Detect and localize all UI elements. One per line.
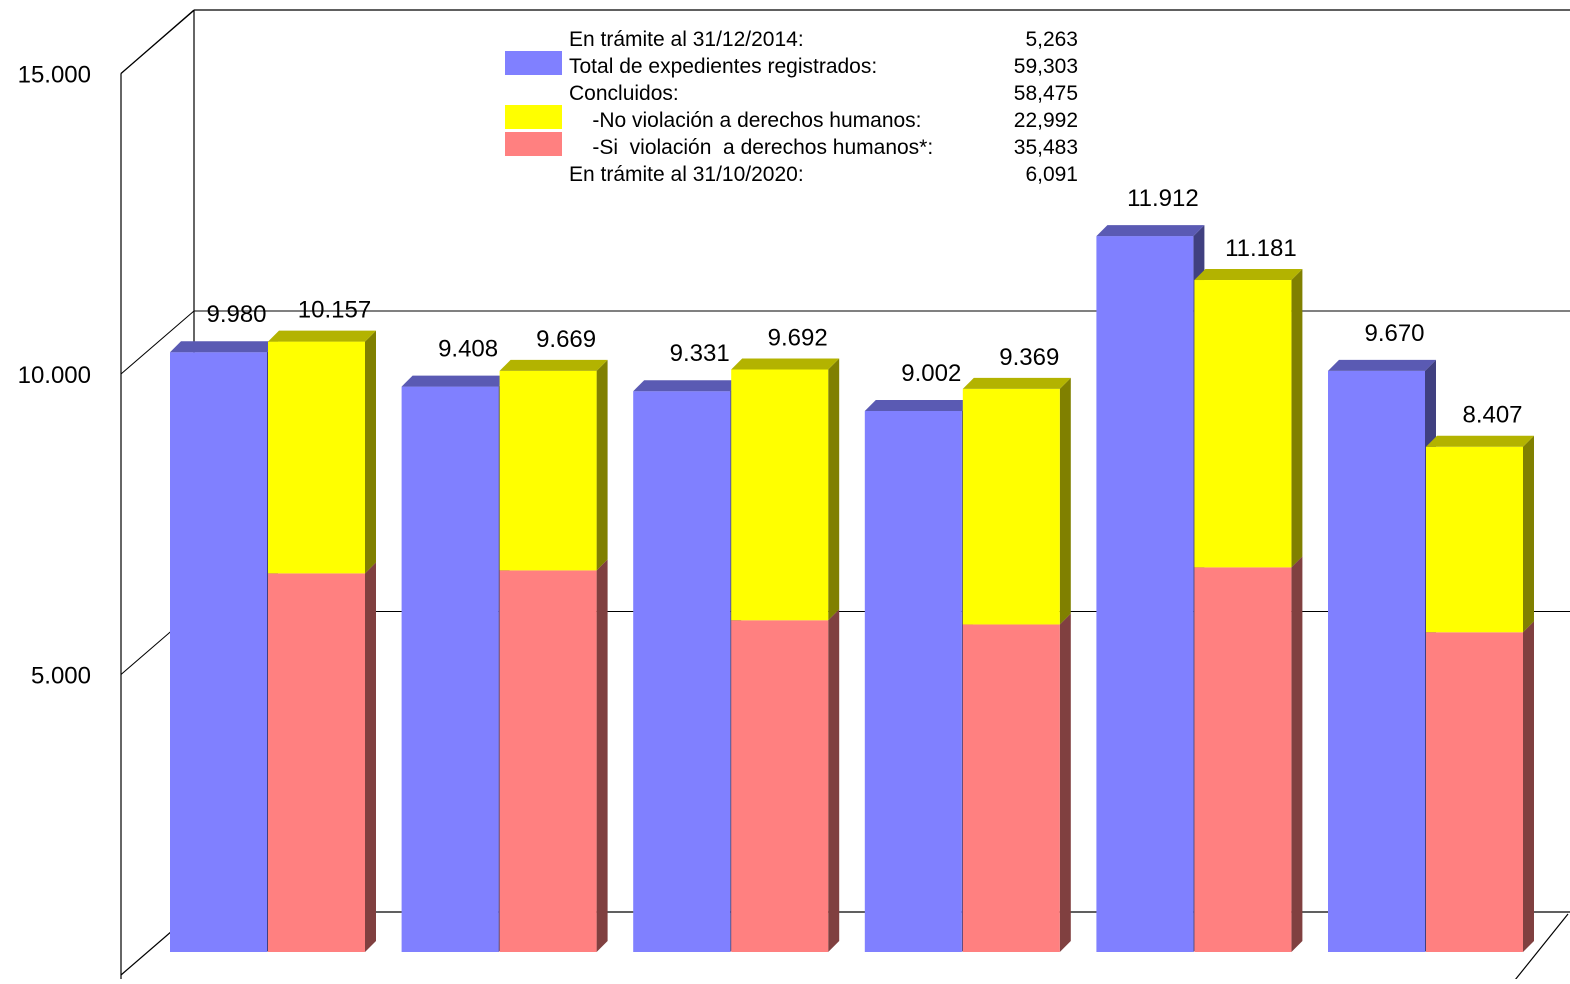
- bar-total-front: [401, 386, 499, 952]
- bars: [170, 225, 1534, 952]
- gridline-side: [120, 10, 195, 74]
- bar-no-violacion-top: [268, 330, 376, 342]
- bar-total: [1096, 225, 1205, 952]
- legend-value: 22,992: [1014, 109, 1078, 132]
- legend-label: Total de expedientes registrados:: [569, 55, 877, 78]
- data-label-total: 11.912: [1127, 185, 1199, 212]
- data-labels: 9.980 10.157 9.408 9.669 9.331 9.692 9.002 9.36…: [206, 185, 1522, 429]
- bar-total: [864, 399, 973, 952]
- legend-label: En trámite al 31/10/2020:: [569, 163, 804, 186]
- legend-value: 59,303: [1014, 55, 1078, 78]
- legend-value: 5,263: [1025, 28, 1078, 51]
- bar-no-violacion-side: [1523, 435, 1534, 633]
- bar-no-violacion-side: [828, 358, 840, 621]
- bar-no-violacion-side: [1059, 377, 1071, 625]
- bar-no-violacion: [499, 359, 608, 571]
- data-label-concluded: 9.669: [536, 326, 596, 353]
- legend-swatch: [505, 132, 562, 156]
- bar-si-violacion-front: [1194, 567, 1292, 952]
- bar-total-front: [170, 352, 267, 952]
- bar-total-front: [1096, 236, 1194, 952]
- bar-si-violacion-side: [1059, 613, 1071, 952]
- bar-total-top: [1328, 359, 1436, 371]
- bar-si-violacion-front: [499, 570, 597, 952]
- bar-no-violacion-side: [1291, 269, 1303, 568]
- bar-si-violacion: [731, 609, 840, 952]
- data-label-total: 9.331: [670, 340, 730, 367]
- data-label-total: 9.980: [206, 301, 266, 328]
- bar-si-violacion-front: [962, 624, 1060, 952]
- bar-total-front: [633, 391, 731, 952]
- bar-no-violacion: [1194, 269, 1303, 568]
- bar-no-violacion-front: [731, 369, 829, 621]
- y-tick-label: 10.000: [18, 362, 91, 389]
- bar-total: [170, 341, 278, 952]
- bar-total-front: [864, 410, 962, 952]
- y-axis: 5.000 10.000 15.000: [18, 62, 91, 690]
- bar-no-violacion: [268, 330, 376, 574]
- bar-no-violacion-front: [962, 388, 1060, 625]
- bar-si-violacion-front: [268, 573, 365, 952]
- legend-value: 35,483: [1014, 136, 1078, 159]
- bar-si-violacion-side: [828, 609, 840, 952]
- data-label-total: 9.002: [901, 360, 961, 387]
- data-label-concluded: 11.181: [1225, 235, 1297, 262]
- bar-si-violacion: [962, 613, 1071, 952]
- floor-right-edge: [1514, 913, 1569, 981]
- bar-total-front: [1328, 370, 1425, 952]
- bar-si-violacion-side: [365, 562, 376, 952]
- bar-si-violacion-front: [731, 620, 829, 952]
- data-label-total: 9.408: [438, 336, 498, 363]
- legend-swatch: [505, 105, 562, 129]
- bar-no-violacion-top: [962, 377, 1071, 389]
- legend-label: -Si violación a derechos humanos*:: [569, 136, 933, 159]
- legend-value: 58,475: [1014, 82, 1078, 105]
- bar-no-violacion-top: [499, 359, 608, 371]
- bar-total-top: [401, 375, 510, 387]
- y-tick-label: 15.000: [18, 62, 91, 89]
- bar-no-violacion-side: [365, 330, 376, 574]
- data-label-total: 9.670: [1364, 320, 1424, 347]
- data-label-concluded: 9.369: [999, 344, 1059, 371]
- bar-total: [633, 380, 742, 952]
- legend: En trámite al 31/12/2014: 5,263 Total de e…: [505, 28, 1078, 186]
- legend-swatch: [505, 51, 562, 75]
- bar-total-top: [170, 341, 278, 353]
- bar-no-violacion-front: [499, 370, 597, 571]
- bar-total-top: [864, 399, 973, 411]
- bar-no-violacion-front: [268, 341, 365, 574]
- bar-total: [1328, 359, 1436, 952]
- bar-si-violacion: [268, 562, 376, 952]
- bar-no-violacion-top: [1426, 435, 1534, 447]
- bar-si-violacion-side: [1291, 556, 1303, 952]
- gridline-side: [120, 310, 195, 375]
- bar-no-violacion: [731, 358, 840, 621]
- legend-label: -No violación a derechos humanos:: [569, 109, 922, 132]
- y-tick-label: 5.000: [31, 663, 91, 690]
- bar-si-violacion: [499, 559, 608, 952]
- bar-no-violacion: [1426, 435, 1534, 633]
- legend-label: Concluidos:: [569, 82, 679, 105]
- bar-si-violacion: [1426, 621, 1534, 952]
- bar-no-violacion-front: [1194, 280, 1292, 568]
- bar-no-violacion-top: [731, 358, 840, 370]
- bar-no-violacion-side: [596, 359, 608, 571]
- bar-no-violacion: [962, 377, 1071, 625]
- bar-si-violacion-side: [596, 559, 608, 952]
- bar-si-violacion-front: [1426, 632, 1523, 952]
- data-label-concluded: 9.692: [768, 325, 828, 352]
- bar-no-violacion-front: [1426, 446, 1523, 633]
- bar-total-top: [633, 380, 742, 392]
- bar-si-violacion-side: [1523, 621, 1534, 952]
- legend-label: En trámite al 31/12/2014:: [569, 28, 804, 51]
- bar-total: [401, 375, 510, 952]
- data-label-concluded: 10.157: [298, 297, 371, 324]
- bar-no-violacion-top: [1194, 269, 1303, 281]
- legend-value: 6,091: [1025, 163, 1078, 186]
- bar-si-violacion: [1194, 556, 1303, 952]
- data-label-concluded: 8.407: [1462, 402, 1522, 429]
- bar-total-top: [1096, 225, 1205, 237]
